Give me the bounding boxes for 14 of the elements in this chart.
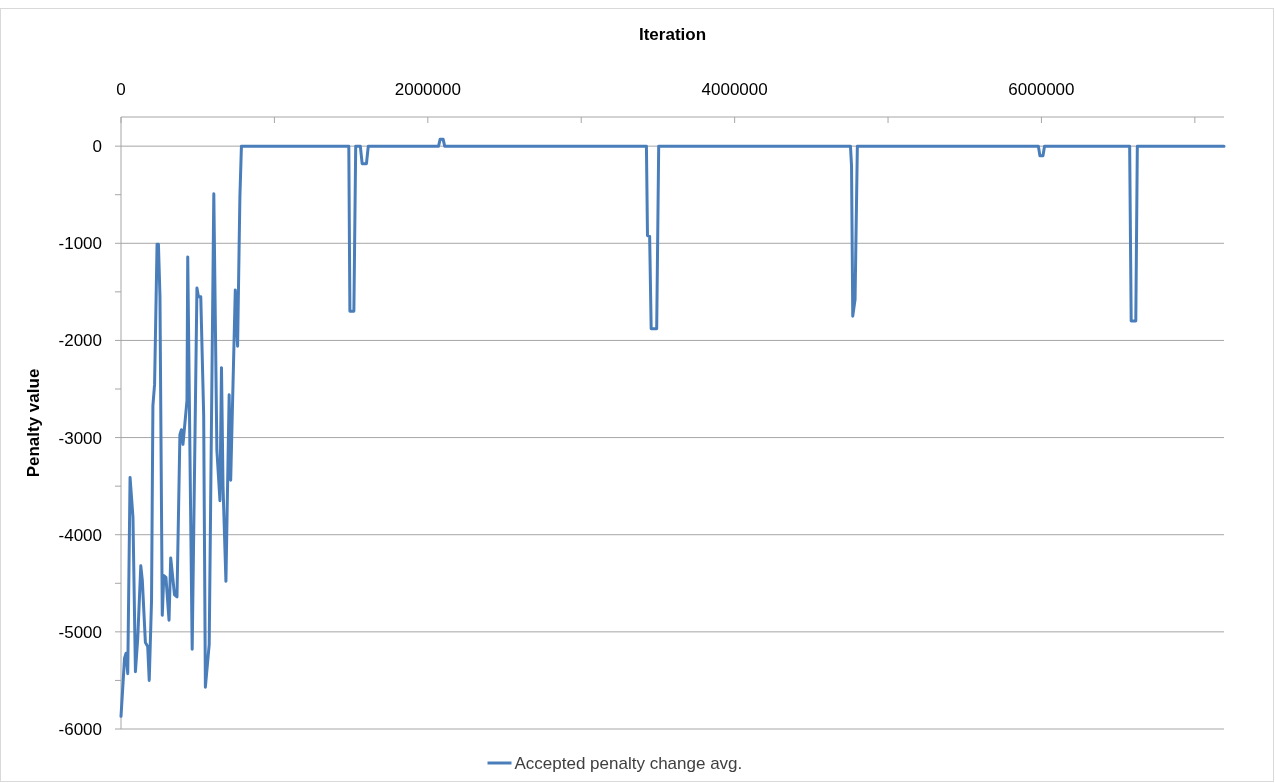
y-tick-label: -3000 <box>58 428 102 448</box>
x-axis-title: Iteration <box>638 25 707 44</box>
y-tick-label: -2000 <box>58 331 102 351</box>
x-tick-label: 0 <box>116 80 126 99</box>
x-tick-label: 2000000 <box>394 80 461 99</box>
y-tick-label: -1000 <box>58 234 102 254</box>
legend-label: Accepted penalty change avg. <box>514 753 743 773</box>
y-tick-label: -6000 <box>58 719 102 739</box>
y-tick-label: -4000 <box>58 525 102 545</box>
y-tick-label: 0 <box>92 137 102 157</box>
y-axis-title: Penalty value <box>24 368 43 478</box>
x-tick-label: 6000000 <box>1008 80 1075 99</box>
y-tick-label: -5000 <box>58 622 102 642</box>
x-tick-label: 4000000 <box>701 80 768 99</box>
